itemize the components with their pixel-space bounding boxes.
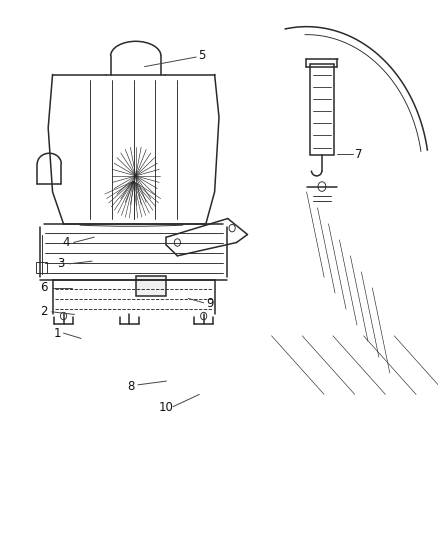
Bar	[36, 262, 47, 273]
Text: 9: 9	[206, 297, 214, 310]
Text: 4: 4	[62, 236, 70, 249]
Bar	[310, 64, 334, 155]
Text: 7: 7	[355, 148, 363, 161]
Text: 5: 5	[198, 50, 205, 62]
Text: 2: 2	[40, 305, 48, 318]
Bar	[136, 276, 166, 296]
Text: 8: 8	[128, 380, 135, 393]
Text: 6: 6	[40, 281, 48, 294]
Text: 10: 10	[159, 401, 174, 414]
Text: 1: 1	[53, 327, 61, 340]
Text: 3: 3	[58, 257, 65, 270]
